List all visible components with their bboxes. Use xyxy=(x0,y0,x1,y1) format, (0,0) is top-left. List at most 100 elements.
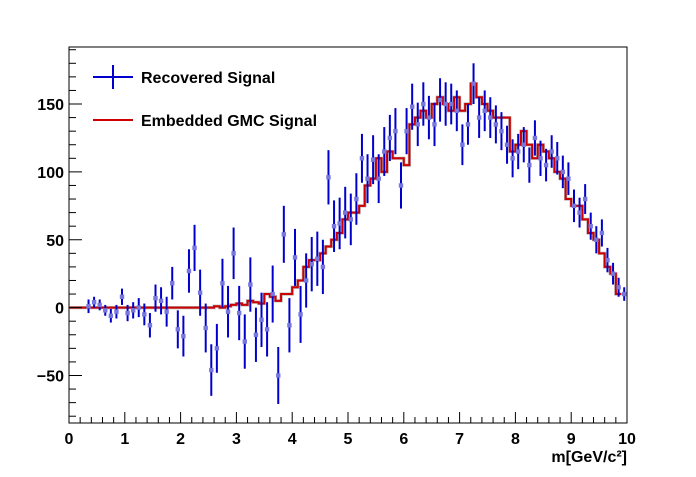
recovered-marker xyxy=(404,128,409,134)
recovered-point xyxy=(153,284,158,312)
recovered-marker xyxy=(443,101,448,107)
recovered-point xyxy=(119,288,125,305)
recovered-marker xyxy=(409,104,415,109)
recovered-marker xyxy=(292,255,298,260)
recovered-marker xyxy=(476,115,482,120)
recovered-marker xyxy=(437,97,443,103)
recovered-point xyxy=(86,299,91,314)
recovered-point xyxy=(147,313,153,338)
recovered-point xyxy=(594,226,599,254)
recovered-marker xyxy=(382,149,387,154)
recovered-point xyxy=(560,155,566,189)
recovered-marker xyxy=(236,310,242,316)
recovered-point xyxy=(409,83,415,130)
x-tick-label: 3 xyxy=(232,431,241,448)
recovered-point xyxy=(426,95,432,140)
recovered-marker xyxy=(532,135,538,141)
recovered-marker xyxy=(549,149,554,154)
recovered-point xyxy=(281,205,287,263)
recovered-marker xyxy=(370,157,376,162)
y-tick-label: 150 xyxy=(37,97,64,114)
recovered-point xyxy=(421,82,426,126)
recovered-marker xyxy=(343,210,348,215)
recovered-point xyxy=(209,344,214,396)
recovered-point xyxy=(415,102,420,147)
recovered-marker xyxy=(499,128,504,134)
x-axis-title: m[GeV/c²] xyxy=(551,449,627,466)
recovered-point xyxy=(192,224,197,271)
recovered-point xyxy=(315,231,320,286)
recovered-marker xyxy=(515,149,521,154)
recovered-marker xyxy=(493,122,499,127)
x-tick-label: 2 xyxy=(176,431,185,448)
recovered-marker xyxy=(354,196,359,202)
recovered-marker xyxy=(91,299,97,305)
recovered-point xyxy=(443,82,448,126)
y-tick-label: 100 xyxy=(37,165,64,182)
recovered-marker xyxy=(214,346,220,351)
x-tick-label: 5 xyxy=(344,431,353,448)
recovered-marker xyxy=(415,122,420,127)
recovered-marker xyxy=(527,162,532,168)
recovered-marker xyxy=(130,308,136,313)
recovered-marker xyxy=(465,122,471,127)
recovered-marker xyxy=(421,101,426,107)
recovered-point xyxy=(382,127,387,176)
recovered-point xyxy=(242,314,247,369)
recovered-marker xyxy=(125,310,130,316)
recovered-point xyxy=(248,257,253,312)
recovered-point xyxy=(186,249,192,293)
recovered-marker xyxy=(103,308,108,313)
recovered-marker xyxy=(248,282,253,287)
recovered-point xyxy=(543,148,549,182)
recovered-marker xyxy=(303,278,309,283)
recovered-point xyxy=(577,197,582,228)
recovered-marker xyxy=(454,108,460,113)
recovered-marker xyxy=(426,115,432,120)
recovered-point xyxy=(610,262,616,285)
plot-frame xyxy=(68,46,628,424)
recovered-point xyxy=(343,186,348,239)
x-tick-label: 1 xyxy=(120,431,129,448)
recovered-marker xyxy=(142,312,147,317)
recovered-point xyxy=(566,162,571,195)
recovered-marker xyxy=(231,251,236,256)
recovered-point xyxy=(197,269,203,316)
recovered-marker xyxy=(616,285,621,290)
recovered-point xyxy=(309,237,314,292)
recovered-marker xyxy=(197,290,203,295)
recovered-point xyxy=(387,114,393,162)
recovered-point xyxy=(515,133,521,170)
recovered-marker xyxy=(281,232,287,237)
recovered-point xyxy=(622,287,627,301)
recovered-point xyxy=(365,154,370,204)
recovered-marker xyxy=(220,280,225,286)
recovered-point xyxy=(259,292,264,347)
recovered-point xyxy=(142,303,147,326)
recovered-marker xyxy=(320,264,326,270)
recovered-point xyxy=(103,304,108,316)
gmc-step-line xyxy=(69,82,622,309)
recovered-point xyxy=(125,304,130,322)
recovered-marker xyxy=(331,223,337,229)
x-tick-label: 9 xyxy=(567,431,576,448)
recovered-point xyxy=(108,308,114,323)
recovered-marker xyxy=(582,196,588,202)
recovered-marker xyxy=(181,333,186,339)
recovered-point xyxy=(287,298,292,353)
x-tick-label: 8 xyxy=(511,431,520,448)
recovered-point xyxy=(393,108,398,155)
recovered-marker xyxy=(97,302,102,308)
recovered-point xyxy=(348,193,353,246)
recovered-marker xyxy=(147,323,153,328)
recovered-point xyxy=(454,90,460,132)
recovered-point xyxy=(331,200,337,252)
plot-frame-layer xyxy=(68,46,628,424)
recovered-point xyxy=(298,285,303,343)
recovered-point xyxy=(504,125,510,164)
recovered-marker xyxy=(577,210,582,215)
recovered-marker xyxy=(471,81,476,86)
recovered-marker xyxy=(449,101,454,107)
